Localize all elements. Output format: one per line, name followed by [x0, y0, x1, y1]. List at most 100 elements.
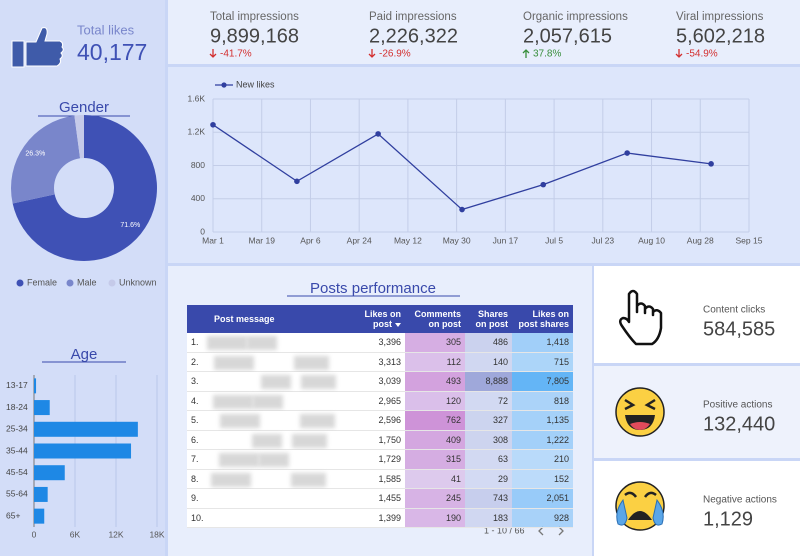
y-tick-label: 25-34 [6, 424, 28, 434]
kpi-label: Total likes [77, 22, 135, 37]
x-tick-label: Sep 15 [736, 235, 763, 245]
table-cell: 305 [405, 333, 465, 353]
column-header: Shares on post [465, 305, 512, 333]
table-cell: 210 [512, 449, 573, 470]
table-cell: 72 [465, 391, 512, 411]
blurred-message [211, 472, 251, 487]
blurred-message [291, 472, 326, 487]
action-value: 1,129 [703, 508, 753, 530]
table-row: 3. 3,039 493 8,888 7,805 [187, 371, 573, 392]
kpi-label: Viral impressions [676, 11, 764, 23]
pie-slice [12, 115, 158, 261]
posts-table: Post message Likes on post Comments on pos… [187, 305, 573, 528]
x-tick-label: 0 [32, 529, 37, 539]
table-cell: 409 [405, 430, 465, 450]
x-tick-label: 6K [70, 529, 81, 539]
kpi-label: Organic impressions [523, 11, 628, 23]
change-arrow [522, 49, 530, 58]
table-cell: 63 [465, 449, 512, 470]
blurred-message [292, 433, 327, 448]
y-tick-label: 18-24 [6, 402, 28, 412]
blurred-message [214, 355, 254, 370]
column-header: Likes on post [350, 305, 405, 333]
row-number: 2. [187, 352, 350, 372]
bar [34, 421, 138, 437]
table-cell: 715 [512, 352, 573, 372]
action-value: 132,440 [703, 413, 775, 435]
row-number: 8. [187, 469, 350, 489]
point [708, 161, 714, 167]
kpi-value: 5,602,218 [676, 25, 765, 47]
point [210, 121, 216, 128]
table-cell: 486 [465, 333, 512, 353]
y-tick-label: 55-64 [6, 489, 28, 499]
row-number: 6. [187, 430, 350, 450]
legend-swatch [108, 279, 116, 287]
y-tick-label: 45-54 [6, 467, 28, 477]
slice-label: 26.3% [25, 151, 45, 158]
x-tick-label: Jul 5 [545, 235, 563, 245]
pie-slice [74, 115, 84, 159]
y-tick-label: 800 [191, 160, 205, 170]
table-row: 10. 1,399 190 183 928 [187, 508, 573, 528]
action-card [594, 266, 800, 363]
bar [34, 443, 132, 459]
table-cell: 493 [405, 371, 465, 392]
chart-title: Age [71, 346, 98, 363]
point [540, 181, 547, 188]
table-cell: 3,396 [350, 333, 405, 353]
table-cell: 112 [405, 352, 465, 372]
legend-label: New likes [236, 79, 275, 89]
y-tick-label: 400 [191, 193, 205, 203]
prev-page[interactable] [538, 526, 544, 536]
kpi-change: -54.9% [686, 49, 718, 60]
table-cell: 2,965 [350, 391, 405, 411]
table-cell: 190 [405, 508, 465, 528]
pie-slice [11, 115, 81, 204]
table-cell: 120 [405, 391, 465, 411]
table-cell: 245 [405, 488, 465, 509]
bar [34, 400, 50, 416]
kpi-label: Total impressions [210, 11, 299, 23]
bar [34, 486, 48, 502]
blurred-message [300, 414, 335, 428]
slice-label: 71.6% [120, 222, 140, 229]
laugh-icon [615, 387, 665, 437]
blurred-message [220, 414, 260, 428]
row-number: 5. [187, 410, 350, 431]
kpi-panel [168, 0, 800, 64]
action-label: Content clicks [703, 305, 765, 316]
sort-icon[interactable] [395, 322, 401, 330]
point [624, 150, 630, 156]
next-page[interactable] [558, 526, 564, 536]
table-cell: 743 [465, 488, 512, 509]
x-tick-label: 12K [108, 529, 123, 539]
table-title: Posts performance [310, 280, 436, 297]
bar [34, 465, 65, 481]
table-cell: 818 [512, 391, 573, 411]
legend-label: Unknown [119, 277, 157, 287]
point [294, 178, 300, 185]
row-number: 10. [187, 508, 350, 528]
table-row: 2. 3,313 112 140 715 [187, 352, 573, 372]
table-row: 4. 2,965 120 72 818 [187, 391, 573, 411]
table-cell: 152 [512, 469, 573, 489]
x-tick-label: Apr 6 [300, 235, 321, 245]
table-row: 8. 1,585 41 29 152 [187, 469, 573, 489]
x-tick-label: Jul 23 [591, 235, 614, 245]
column-header: Comments on post [405, 305, 465, 333]
blurred-message [261, 375, 291, 389]
table-cell: 3,039 [350, 371, 405, 392]
pagination: 1 - 10 / 66 [484, 525, 525, 535]
table-cell: 2,596 [350, 410, 405, 431]
legend-swatch [66, 279, 74, 287]
point [459, 206, 465, 213]
table-cell: 1,585 [350, 469, 405, 489]
blurred-message [294, 355, 329, 370]
blurred-message [252, 433, 282, 448]
table-cell: 762 [405, 410, 465, 431]
table-cell: 41 [405, 469, 465, 489]
kpi-change: -26.9% [379, 49, 411, 60]
row-number: 1. [187, 333, 350, 353]
change-arrow [675, 49, 683, 58]
